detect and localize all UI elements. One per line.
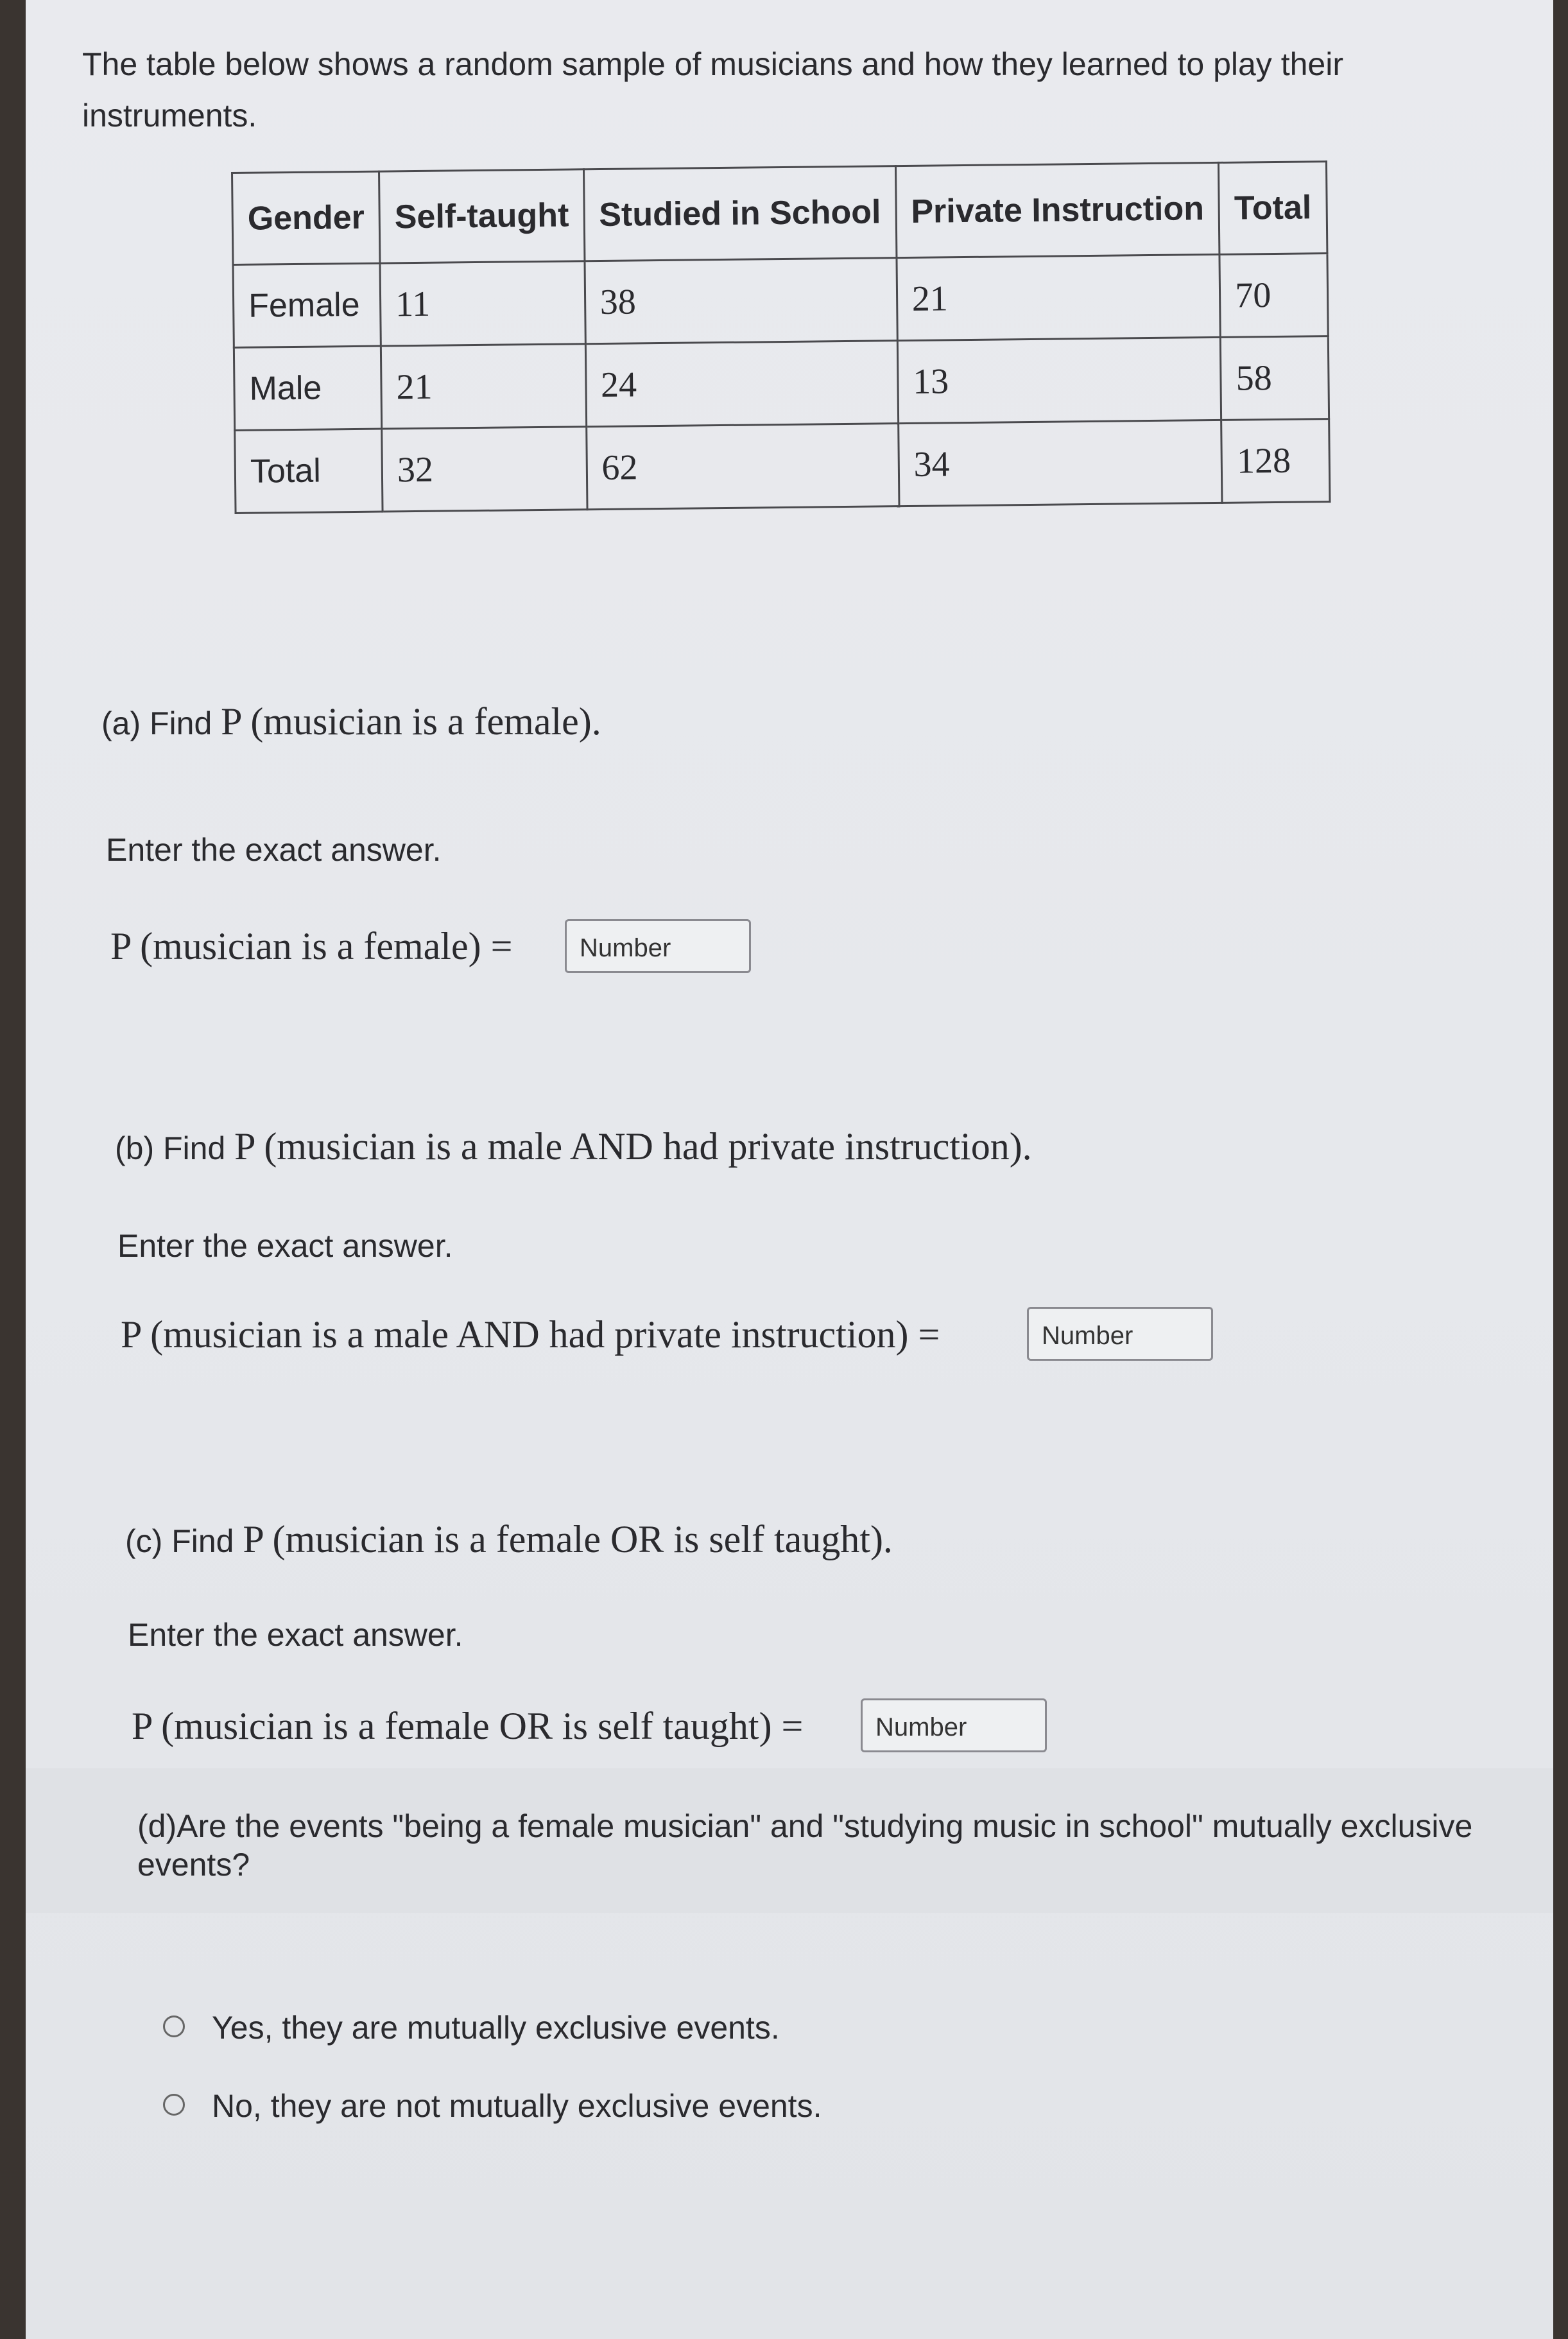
- part-a-equation: P (musician is a female) =: [110, 925, 513, 967]
- cell: 70: [1219, 253, 1328, 338]
- row-label: Total: [234, 429, 383, 514]
- radio-button-yes[interactable]: [163, 2015, 185, 2037]
- part-a-instruction: Enter the exact answer.: [106, 832, 442, 868]
- part-b-instruction: Enter the exact answer.: [117, 1228, 453, 1264]
- cell: 34: [898, 420, 1223, 506]
- musicians-table: Gender Self-taught Studied in School Pri…: [231, 160, 1331, 514]
- table-header-row: Gender Self-taught Studied in School Pri…: [232, 161, 1327, 265]
- row-label: Male: [234, 346, 382, 431]
- cell: 38: [584, 257, 898, 344]
- part-b-equation: P (musician is a male AND had private in…: [121, 1313, 940, 1356]
- cell: 11: [380, 261, 585, 347]
- header-cell: Total: [1218, 161, 1327, 255]
- cell: 58: [1220, 336, 1329, 420]
- cell: 128: [1221, 419, 1330, 503]
- part-b-answer-input[interactable]: Number: [1027, 1307, 1213, 1361]
- header-cell: Private Instruction: [895, 162, 1220, 258]
- cell: 62: [586, 423, 899, 510]
- part-b-question: (b) Find P (musician is a male AND had p…: [115, 1125, 1032, 1168]
- table-row: Total 32 62 34 128: [234, 419, 1330, 514]
- header-cell: Self-taught: [379, 169, 585, 264]
- part-d-question: (d)Are the events "being a female musici…: [137, 1808, 1473, 1883]
- part-c-instruction: Enter the exact answer.: [128, 1617, 463, 1653]
- cell: 32: [381, 426, 587, 512]
- option-no-label: No, they are not mutually exclusive even…: [212, 2088, 822, 2124]
- radio-button-no[interactable]: [163, 2094, 185, 2116]
- cell: 21: [381, 343, 587, 429]
- table-row: Female 11 38 21 70: [233, 253, 1328, 348]
- part-a-answer-input[interactable]: Number: [565, 919, 751, 973]
- row-label: Female: [233, 263, 381, 348]
- header-cell: Gender: [232, 171, 381, 265]
- cell: 21: [896, 254, 1221, 341]
- intro-text: The table below shows a random sample of…: [82, 46, 1343, 134]
- header-cell: Studied in School: [583, 166, 897, 261]
- part-c-equation: P (musician is a female OR is self taugh…: [132, 1705, 804, 1747]
- part-d-section: [26, 1768, 1553, 1913]
- part-c-answer-input[interactable]: Number: [861, 1698, 1047, 1752]
- table-row: Male 21 24 13 58: [234, 336, 1329, 431]
- cell: 24: [585, 340, 899, 427]
- part-a-question: (a) Find P (musician is a female).: [101, 700, 601, 743]
- cell: 13: [897, 337, 1221, 424]
- worksheet-page: The table below shows a random sample of…: [26, 0, 1553, 2339]
- option-yes-label: Yes, they are mutually exclusive events.: [212, 2010, 780, 2046]
- part-c-question: (c) Find P (musician is a female OR is s…: [125, 1518, 893, 1560]
